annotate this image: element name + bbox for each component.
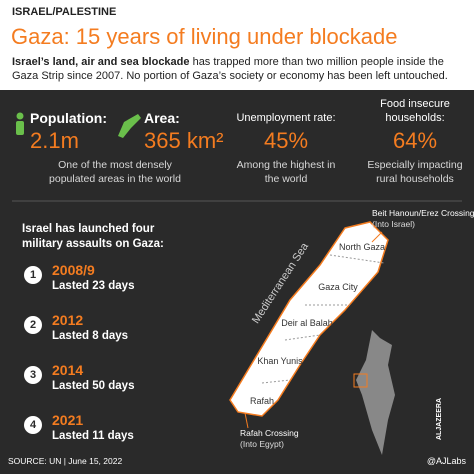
item-year: 2008/9: [52, 262, 95, 278]
item-number: 2: [24, 316, 42, 334]
item-number: 3: [24, 366, 42, 384]
icons: [16, 112, 141, 138]
item-duration: Lasted 23 days: [52, 280, 135, 292]
source: SOURCE: UN | June 15, 2022: [8, 456, 123, 466]
subtitle-bold: Israel’s land, air and sea blockade: [12, 56, 190, 68]
stat-note: One of the most densely populated areas …: [49, 159, 181, 185]
subtitle-text: has trapped more than two million people…: [12, 56, 448, 82]
crossing-line: [371, 231, 383, 243]
item-duration: Lasted 8 days: [52, 330, 129, 342]
crossing-name: Beit Hanoun/Erez Crossing: [372, 208, 474, 218]
item-number: 4: [24, 416, 42, 434]
borders: [261, 254, 385, 384]
gaza-strip: [229, 221, 389, 417]
crossing-name: Rafah Crossing: [240, 428, 299, 438]
stat-value: 2.1m: [30, 128, 79, 153]
region-label: Deir al Balah: [281, 318, 333, 328]
stat-note: Among the highest in the world: [236, 159, 336, 185]
stat-value: 365 km²: [144, 128, 224, 153]
stat-label: Area:: [144, 110, 180, 126]
region-label: Gaza City: [318, 282, 358, 292]
region-label: North Gaza: [339, 242, 385, 252]
handle: @AJLabs: [426, 456, 466, 466]
stat-label: Unemployment rate:: [236, 112, 336, 124]
logo: ALJAZEERA: [436, 397, 443, 440]
title: Gaza: 15 years of living under blockade: [11, 24, 398, 49]
stat-label: Food insecure households:: [380, 98, 450, 124]
inset-highlight: [353, 373, 368, 388]
stat-note: Especially impacting rural households: [367, 159, 463, 185]
crossing-note: (Into Israel): [372, 219, 415, 229]
crossing-note: (Into Egypt): [240, 439, 284, 449]
stat-value: 45%: [263, 128, 309, 153]
inset-map: [356, 330, 395, 455]
region-label: Khan Yunis: [257, 356, 303, 366]
item-number: 1: [24, 266, 42, 284]
region-label: Rafah: [250, 396, 274, 406]
assaults-intro: Israel has launched four military assaul…: [22, 223, 164, 250]
item-duration: Lasted 50 days: [52, 380, 135, 392]
kicker: ISRAEL/PALESTINE: [12, 6, 117, 18]
stat-value: 64%: [392, 128, 438, 153]
item-year: 2021: [52, 412, 84, 428]
item-year: 2012: [52, 312, 84, 328]
stat-label: Population:: [30, 110, 107, 126]
item-duration: Lasted 11 days: [52, 430, 134, 442]
crossing-line: [244, 412, 249, 429]
subtitle: Israel’s land, air and sea blockade has …: [12, 55, 467, 83]
item-year: 2014: [52, 362, 84, 378]
